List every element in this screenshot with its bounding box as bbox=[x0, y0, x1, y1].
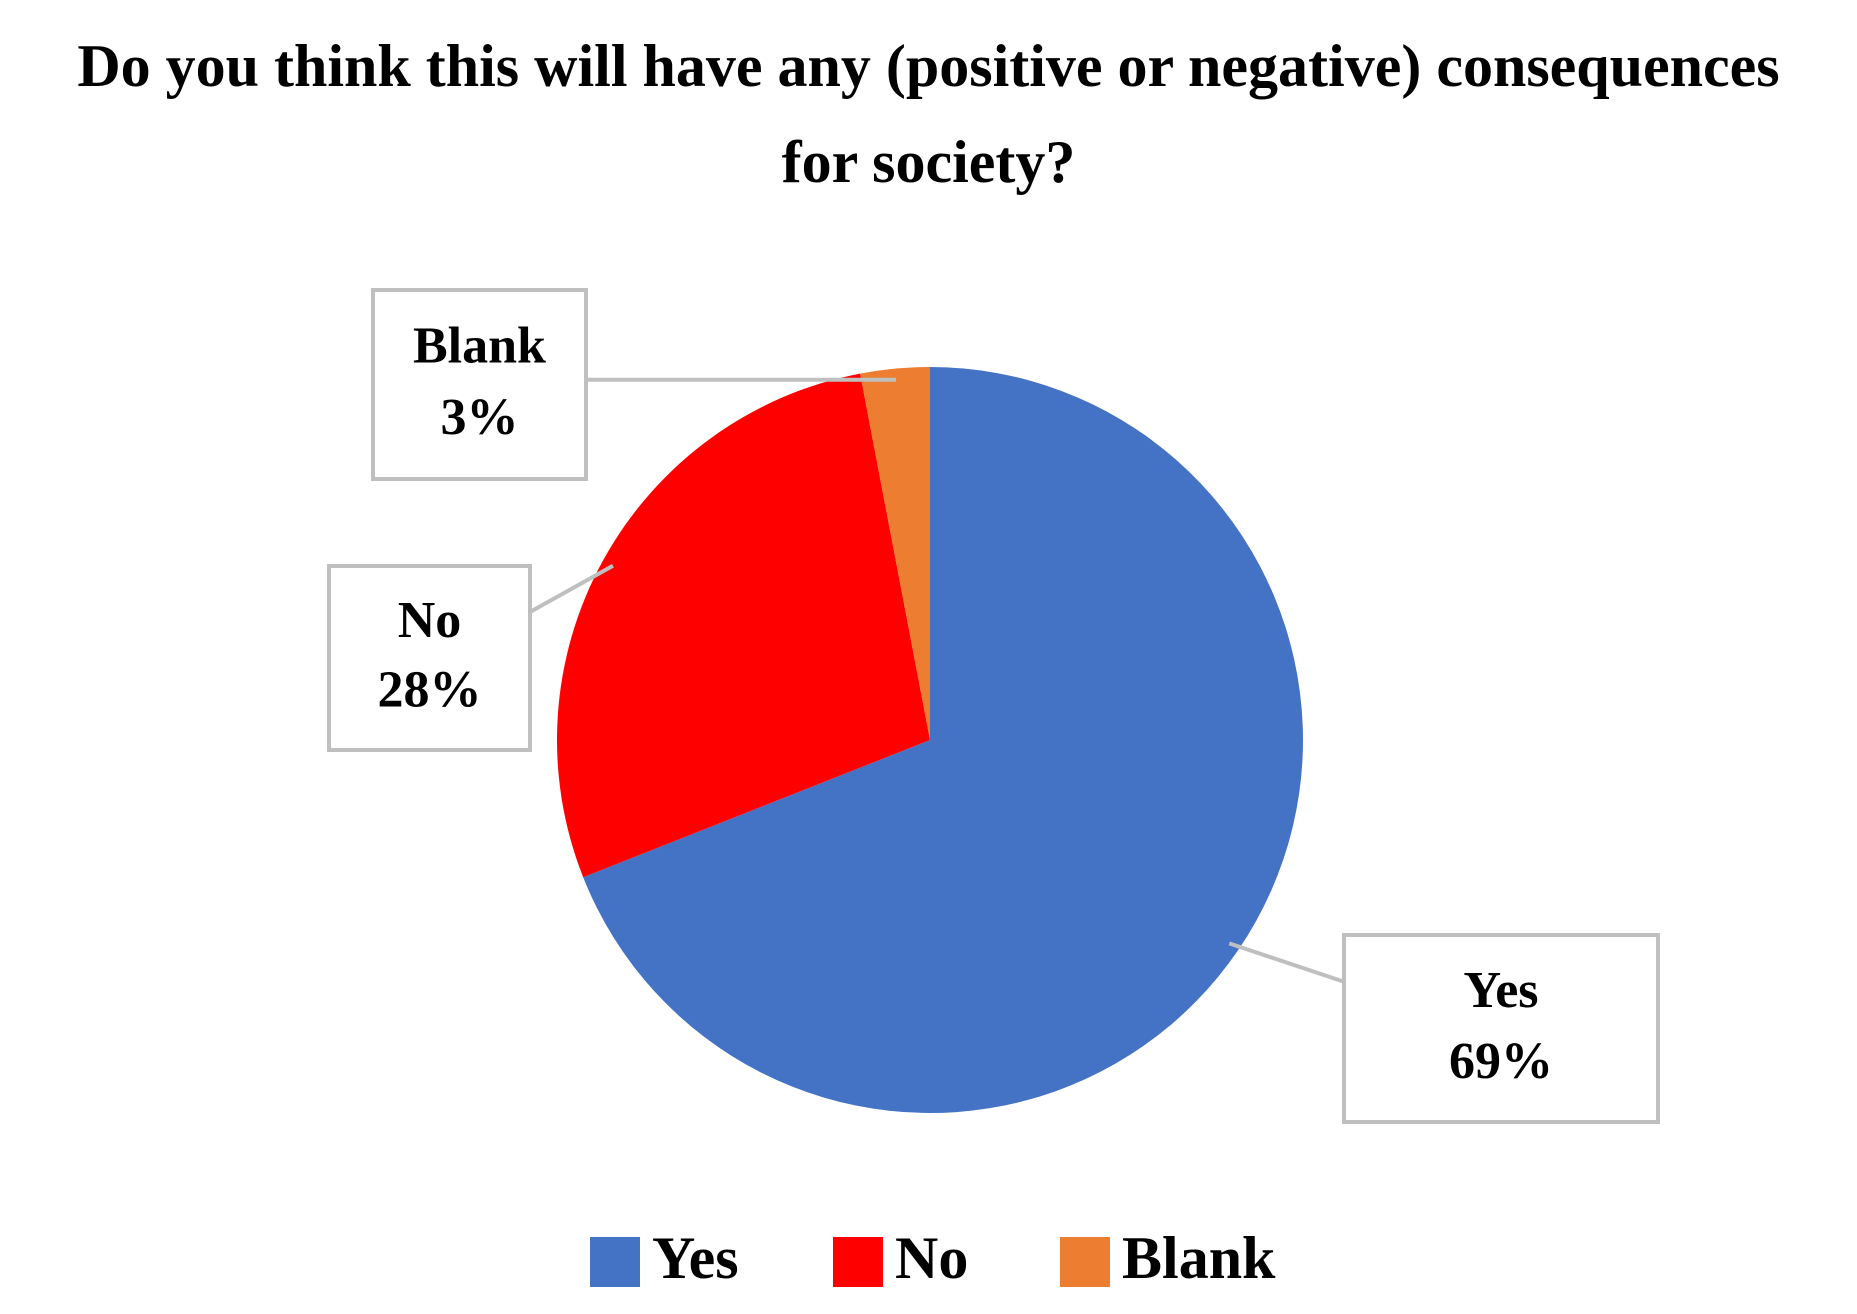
pie-slice bbox=[860, 367, 930, 740]
label-box bbox=[1342, 933, 1660, 1124]
pie-slice bbox=[556, 373, 930, 878]
pie-slice bbox=[583, 367, 1304, 1114]
data-label-value: 69% bbox=[1449, 1033, 1553, 1090]
data-label-category: Yes bbox=[1463, 962, 1538, 1019]
label-box bbox=[371, 288, 588, 481]
chart-title: Do you think this will have any (positiv… bbox=[77, 33, 1780, 195]
data-label-category: Blank bbox=[413, 317, 546, 374]
legend-label: No bbox=[895, 1225, 968, 1291]
leader-line bbox=[529, 563, 614, 614]
data-label-value: 3% bbox=[441, 389, 519, 446]
data-label-value: 28% bbox=[378, 662, 482, 719]
legend-label: Blank bbox=[1122, 1225, 1276, 1291]
data-label-category: No bbox=[398, 592, 462, 649]
legend-label: Yes bbox=[652, 1225, 739, 1291]
legend-swatch bbox=[1060, 1237, 1110, 1287]
leader-line bbox=[1228, 941, 1345, 984]
legend-swatch bbox=[833, 1237, 883, 1287]
label-box bbox=[327, 564, 532, 752]
legend-swatch bbox=[590, 1237, 640, 1287]
